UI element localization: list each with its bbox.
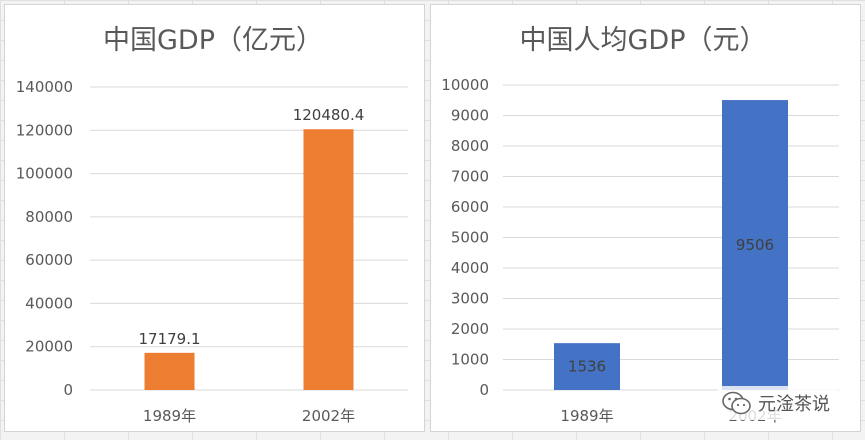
per-capita-gdp-chart-panel[interactable]: 中国人均GDP（元） 0 1000 2000 3000 4000 5000 6000 7000 8…	[430, 4, 861, 432]
y-tick-label: 80000	[25, 208, 73, 226]
data-label: 9506	[736, 236, 774, 254]
gdp-chart: 中国GDP（亿元） 0 20000 40000 60000 80000 100000 1200…	[16, 25, 408, 425]
watermark-text: 元淦茶说	[758, 394, 830, 415]
y-tick-label: 7000	[451, 168, 489, 186]
x-tick-label: 2002年	[302, 407, 355, 425]
gdp-chart-panel[interactable]: 中国GDP（亿元） 0 20000 40000 60000 80000 100000 1200…	[4, 4, 425, 432]
bar	[722, 100, 788, 390]
chart-title: 中国人均GDP（元）	[520, 25, 767, 56]
y-tick-label: 40000	[25, 294, 73, 312]
x-tick-label: 1989年	[560, 407, 613, 425]
y-tick-label: 2000	[451, 320, 489, 338]
y-tick-label: 4000	[451, 259, 489, 277]
y-tick-label: 60000	[25, 251, 73, 269]
y-tick-label: 0	[63, 381, 73, 399]
y-tick-label: 5000	[451, 229, 489, 247]
y-tick-label: 0	[479, 381, 489, 399]
data-label: 120480.4	[293, 106, 365, 124]
wechat-icon	[722, 391, 751, 415]
data-label: 17179.1	[138, 330, 200, 348]
chart-title: 中国GDP（亿元）	[103, 25, 323, 56]
y-tick-label: 8000	[451, 137, 489, 155]
y-tick-label: 100000	[16, 165, 73, 183]
bar	[144, 352, 195, 390]
y-tick-label: 140000	[16, 78, 73, 96]
data-label: 1536	[568, 358, 606, 376]
watermark: 元淦茶说	[718, 386, 838, 420]
bar	[303, 129, 354, 390]
y-tick-label: 1000	[451, 351, 489, 369]
y-tick-label: 9000	[451, 107, 489, 125]
x-tick-label: 1989年	[143, 407, 196, 425]
y-tick-label: 10000	[441, 76, 489, 94]
y-tick-label: 3000	[451, 290, 489, 308]
y-tick-label: 20000	[25, 338, 73, 356]
per-capita-gdp-chart: 中国人均GDP（元） 0 1000 2000 3000 4000 5000 6000 7000 8…	[441, 25, 839, 425]
bar	[554, 343, 620, 390]
y-tick-label: 120000	[16, 121, 73, 139]
y-tick-label: 6000	[451, 198, 489, 216]
